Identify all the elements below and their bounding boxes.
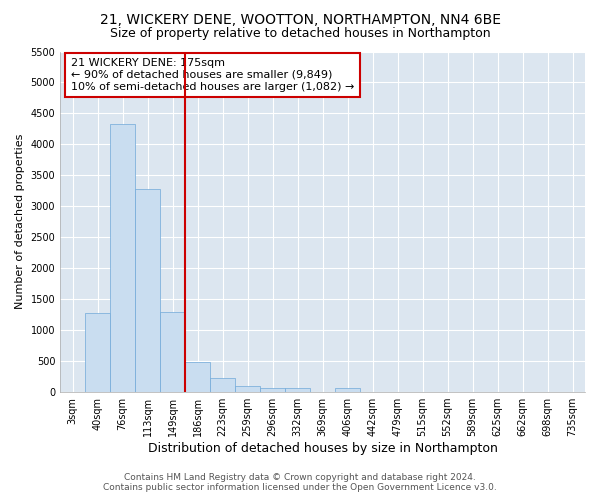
Bar [135,189,160,392]
Bar [110,124,135,392]
X-axis label: Distribution of detached houses by size in Northampton: Distribution of detached houses by size … [148,442,497,455]
Bar [210,378,235,392]
Text: 21 WICKERY DENE: 175sqm
← 90% of detached houses are smaller (9,849)
10% of semi: 21 WICKERY DENE: 175sqm ← 90% of detache… [71,58,354,92]
Bar [235,386,260,392]
Text: 21, WICKERY DENE, WOOTTON, NORTHAMPTON, NN4 6BE: 21, WICKERY DENE, WOOTTON, NORTHAMPTON, … [100,12,500,26]
Text: Size of property relative to detached houses in Northampton: Size of property relative to detached ho… [110,28,490,40]
Bar [185,362,210,392]
Bar [285,388,310,392]
Bar [260,388,285,392]
Bar [335,388,360,392]
Y-axis label: Number of detached properties: Number of detached properties [15,134,25,310]
Text: Contains HM Land Registry data © Crown copyright and database right 2024.
Contai: Contains HM Land Registry data © Crown c… [103,473,497,492]
Bar [160,312,185,392]
Bar [85,314,110,392]
